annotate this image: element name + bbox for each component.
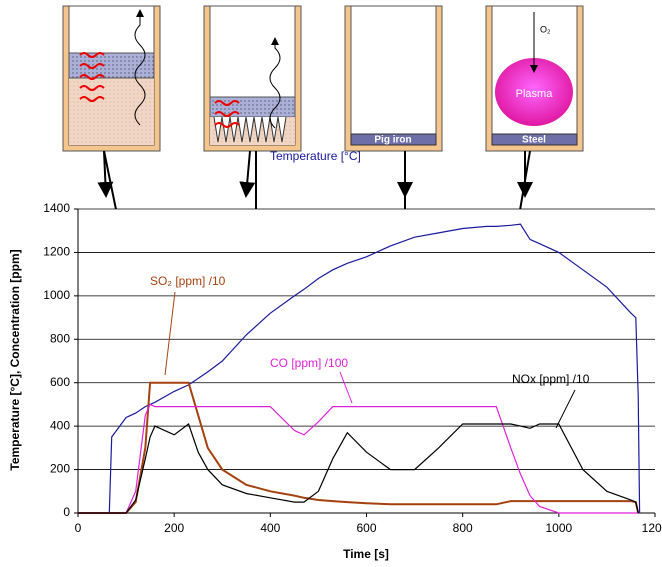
oxygen-label: O₂ [540, 24, 551, 34]
y-tick-label: 1400 [43, 201, 70, 215]
plot-background [78, 209, 655, 513]
crucible-1 [63, 6, 160, 151]
x-tick-label: 200 [164, 521, 184, 535]
series-label: Temperature [°C] [270, 149, 361, 163]
series-label: NOx [ppm] /10 [512, 372, 590, 386]
crucible-2 [204, 6, 301, 151]
steel-label: Steel [522, 135, 546, 146]
x-tick-label: 800 [453, 521, 473, 535]
figure: Pig iron Steel Plasma O₂ Time [s] Temper… [0, 0, 662, 567]
x-axis-title: Time [s] [343, 547, 389, 561]
y-tick-label: 1200 [43, 245, 70, 259]
x-tick-label: 400 [260, 521, 280, 535]
plot-area: 0 200 400 600 800 1000 1200 1400 0 200 400 600 800 10… [43, 149, 662, 535]
y-tick-label: 200 [50, 462, 70, 476]
crucible-3: Pig iron [345, 6, 442, 151]
y-axis-title: Temperature [°C], Concentration [ppm] [8, 249, 22, 470]
y-tick-label: 800 [50, 331, 70, 345]
y-tick-label: 1000 [43, 288, 70, 302]
pig-iron-label: Pig iron [374, 135, 411, 146]
series-label: SO₂ [ppm] /10 [150, 274, 226, 288]
x-tick-label: 600 [356, 521, 376, 535]
series-label: CO [ppm] /100 [270, 356, 348, 370]
plasma-label: Plasma [516, 88, 554, 100]
x-tick-label: 0 [75, 521, 82, 535]
x-tick-label: 1000 [545, 521, 572, 535]
y-tick-label: 400 [50, 418, 70, 432]
y-tick-label: 0 [63, 505, 70, 519]
x-tick-label: 1200 [642, 521, 662, 535]
crucible-4: Steel Plasma O₂ [486, 6, 583, 151]
y-tick-label: 600 [50, 375, 70, 389]
